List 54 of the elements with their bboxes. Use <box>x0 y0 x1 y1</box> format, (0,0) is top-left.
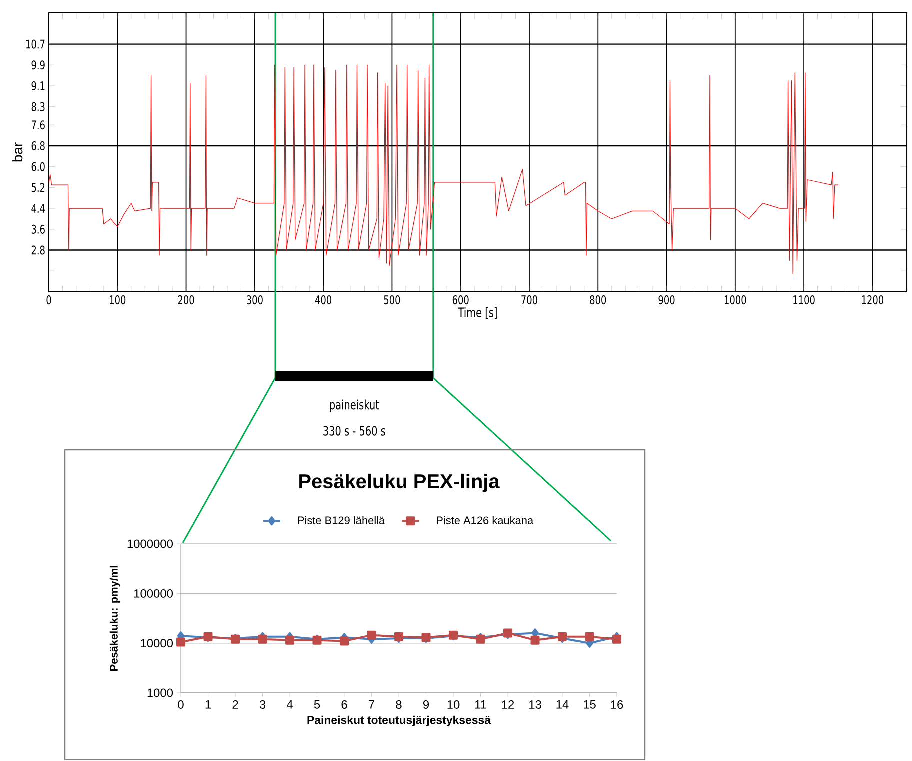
x-tick-label: 3 <box>260 700 266 710</box>
x-tick-label: 2 <box>232 700 238 710</box>
chart-title: Pesäkeluku PEX-linja <box>300 474 500 493</box>
y-tick-label: 100000 <box>134 590 174 598</box>
y-tick-label: 2.8 <box>32 246 45 256</box>
x-tick-label: 15 <box>584 700 596 710</box>
x-axis-title: Time [s] <box>458 308 497 320</box>
x-tick-label: 200 <box>178 296 194 305</box>
y-tick-label: 9.9 <box>32 60 45 70</box>
text: 330 s - 560 s <box>324 426 386 436</box>
y-tick-label: 10000 <box>141 639 174 648</box>
y-tick-label: 6.8 <box>32 142 45 151</box>
y-tick-label: 9.1 <box>32 82 45 91</box>
x-tick-label: 600 <box>452 296 469 305</box>
x-tick-label: 100 <box>110 296 126 305</box>
x-tick-label: 1000 <box>724 296 746 305</box>
x-tick-label: 300 <box>247 296 263 305</box>
x-tick-label: 1100 <box>794 296 815 305</box>
y-tick-label: 10.7 <box>26 40 45 50</box>
x-tick-label: 13 <box>530 700 542 710</box>
x-tick-label: 12 <box>502 700 514 710</box>
x-axis-title: Paineiskut toteutusjärjestyksessä <box>308 716 492 727</box>
x-tick-label: 11 <box>475 700 486 709</box>
x-tick-label: 1 <box>206 700 211 709</box>
x-tick-label: 700 <box>522 296 538 305</box>
x-tick-label: 6 <box>342 700 348 710</box>
y-tick-label: 8.3 <box>32 102 45 112</box>
y-tick-label: 1000 <box>148 688 174 698</box>
y-tick-label: 5.2 <box>32 183 45 192</box>
x-tick-label: 7 <box>369 700 374 709</box>
x-tick-label: 16 <box>611 700 624 710</box>
y-tick-label: 1000000 <box>128 540 174 548</box>
y-tick-label: 4.4 <box>32 204 45 214</box>
x-tick-label: 900 <box>658 296 675 305</box>
x-tick-label: 0 <box>178 700 184 710</box>
y-axis-title: bar <box>12 142 23 162</box>
x-tick-label: 5 <box>314 700 320 710</box>
y-tick-label: 7.6 <box>32 120 45 130</box>
x-tick-label: 14 <box>556 700 569 709</box>
x-tick-label: 1200 <box>862 296 884 305</box>
x-tick-label: 9 <box>423 700 430 710</box>
x-tick-label: 10 <box>448 700 460 710</box>
x-tick-label: 8 <box>396 700 402 710</box>
y-tick-label: 6.0 <box>32 162 45 172</box>
x-tick-label: 0 <box>46 296 52 305</box>
legend-label: Piste B129 lähellä <box>298 516 386 525</box>
x-tick-label: 400 <box>315 296 332 305</box>
text: paineiskut <box>330 400 380 412</box>
x-tick-label: 800 <box>590 296 606 305</box>
y-axis-title: Pesäkeluku: pmy/ml <box>110 566 120 672</box>
y-tick-label: 3.6 <box>32 225 45 234</box>
x-tick-label: 500 <box>384 296 400 305</box>
x-tick-label: 4 <box>286 700 293 709</box>
legend-label: Piste A126 kaukana <box>437 516 534 525</box>
